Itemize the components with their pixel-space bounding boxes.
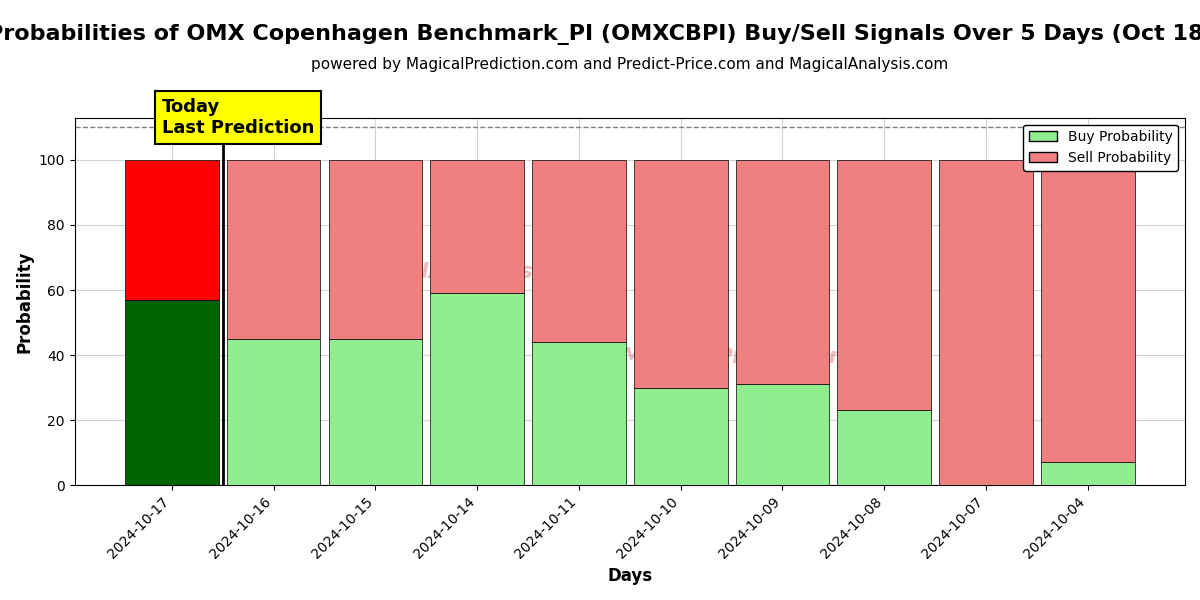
Text: Probabilities of OMX Copenhagen Benchmark_PI (OMXCBPI) Buy/Sell Signals Over 5 D: Probabilities of OMX Copenhagen Benchmar…: [0, 24, 1200, 45]
Bar: [838, 160, 931, 410]
Title: powered by MagicalPrediction.com and Predict-Price.com and MagicalAnalysis.com: powered by MagicalPrediction.com and Pre…: [311, 57, 948, 72]
Bar: [227, 339, 320, 485]
Bar: [634, 388, 727, 485]
Bar: [736, 385, 829, 485]
Bar: [634, 160, 727, 388]
Bar: [227, 160, 320, 339]
Legend: Buy Probability, Sell Probability: Buy Probability, Sell Probability: [1024, 125, 1178, 170]
Bar: [532, 160, 625, 342]
X-axis label: Days: Days: [607, 567, 653, 585]
Bar: [736, 160, 829, 385]
Text: MagicalPrediction.com: MagicalPrediction.com: [620, 347, 905, 367]
Bar: [431, 293, 524, 485]
Text: Today
Last Prediction: Today Last Prediction: [162, 98, 314, 137]
Bar: [329, 160, 422, 339]
Bar: [125, 160, 218, 300]
Y-axis label: Probability: Probability: [16, 250, 34, 353]
Bar: [125, 300, 218, 485]
Bar: [1040, 463, 1134, 485]
Bar: [532, 342, 625, 485]
Bar: [431, 160, 524, 293]
Bar: [940, 160, 1033, 485]
Bar: [1040, 160, 1134, 463]
Text: MagicalAnalysis.com: MagicalAnalysis.com: [332, 262, 594, 282]
Bar: [329, 339, 422, 485]
Bar: [838, 410, 931, 485]
